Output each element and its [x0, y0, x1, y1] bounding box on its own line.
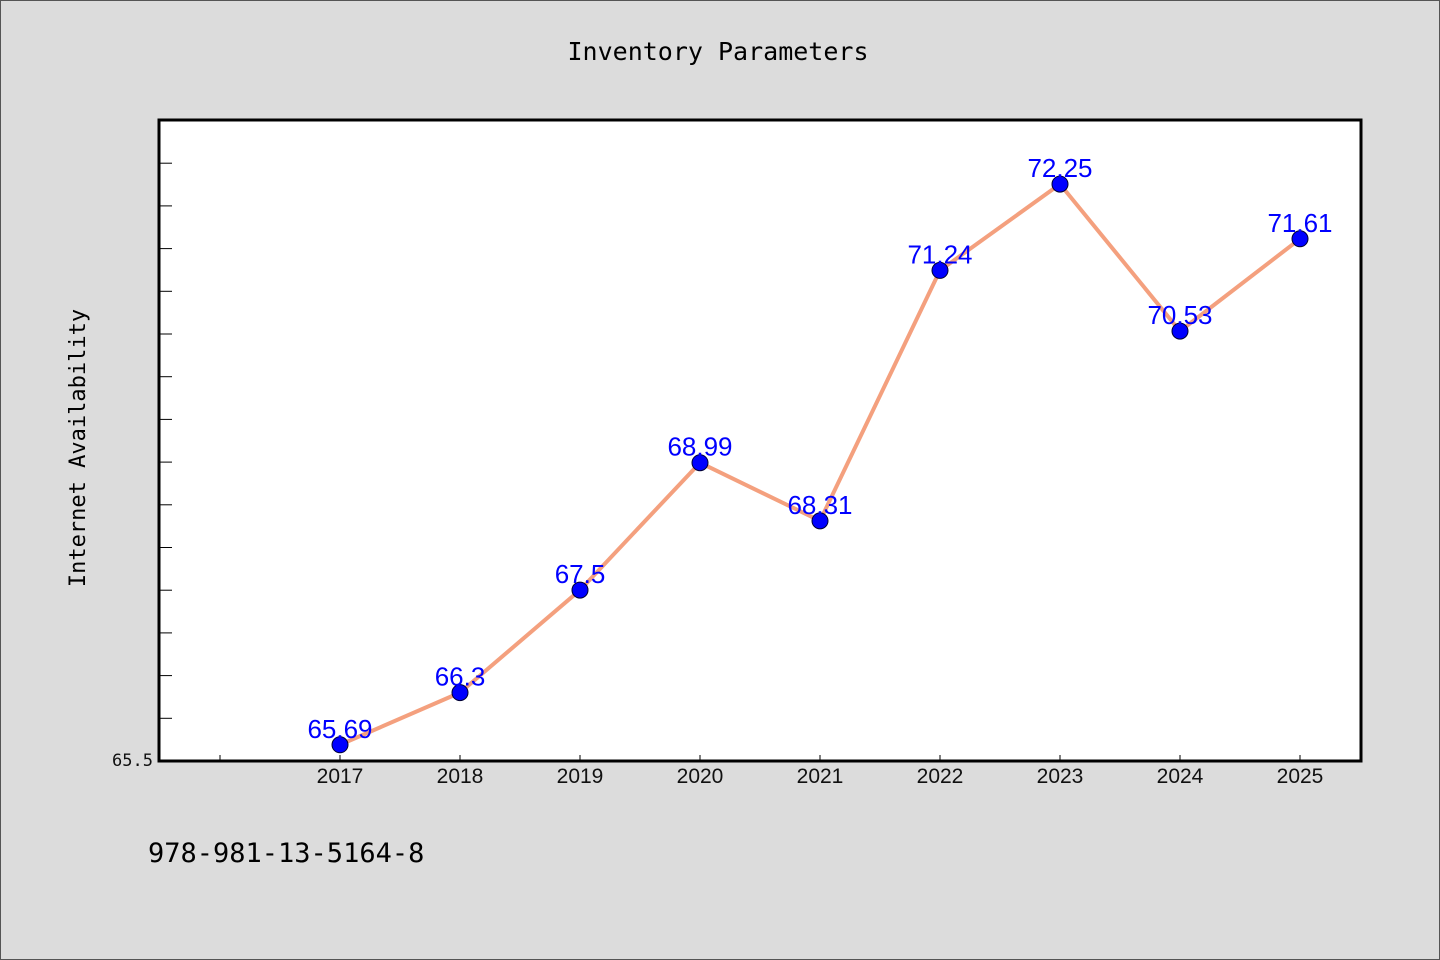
- x-tick-label: 2022: [917, 765, 964, 788]
- y-tick-label: 65.5: [112, 751, 153, 771]
- y-minor-ticks: [159, 162, 172, 719]
- x-tick-label: 2023: [1037, 765, 1084, 788]
- x-tick-label: 2018: [437, 765, 484, 788]
- data-point-marker: [1291, 230, 1309, 248]
- data-markers: [331, 175, 1309, 754]
- data-point-marker: [1051, 175, 1069, 193]
- x-tick-label: 2019: [557, 765, 604, 788]
- data-label: 67.5: [555, 559, 606, 589]
- data-point-marker: [451, 684, 469, 702]
- x-ticks: [219, 755, 1301, 761]
- data-point-marker: [931, 261, 949, 279]
- data-point-marker: [811, 512, 829, 530]
- data-label: 65.69: [307, 714, 372, 744]
- data-point-marker: [571, 581, 589, 599]
- data-point-marker: [331, 736, 349, 754]
- x-tick-label: 2024: [1157, 765, 1204, 788]
- data-labels: 65.69 66.3 67.5 68.99 68.31 71.24 72.25 70.53 71…: [307, 153, 1332, 744]
- chart-title: Inventory Parameters: [567, 37, 868, 66]
- data-label: 68.99: [667, 432, 732, 462]
- data-point-marker: [1171, 322, 1189, 340]
- data-label: 72.25: [1027, 153, 1092, 183]
- data-point-marker: [691, 454, 709, 472]
- data-label: 68.31: [787, 490, 852, 520]
- data-label: 71.61: [1267, 208, 1332, 238]
- x-tick-label: 2021: [797, 765, 844, 788]
- data-label: 66.3: [435, 662, 486, 692]
- x-tick-label: 2025: [1277, 765, 1324, 788]
- x-tick-label: 2017: [317, 765, 364, 788]
- y-axis-label: Internet Availability: [66, 309, 91, 587]
- data-label: 71.24: [907, 239, 972, 269]
- x-tick-label: 2020: [677, 765, 724, 788]
- x-tick-labels: 2017 2018 2019 2020 2021 2022 2023 2024 2025: [317, 765, 1324, 788]
- plot-area: [157, 118, 1363, 763]
- isbn-footer: 978-981-13-5164-8: [148, 838, 424, 869]
- data-label: 70.53: [1147, 300, 1212, 330]
